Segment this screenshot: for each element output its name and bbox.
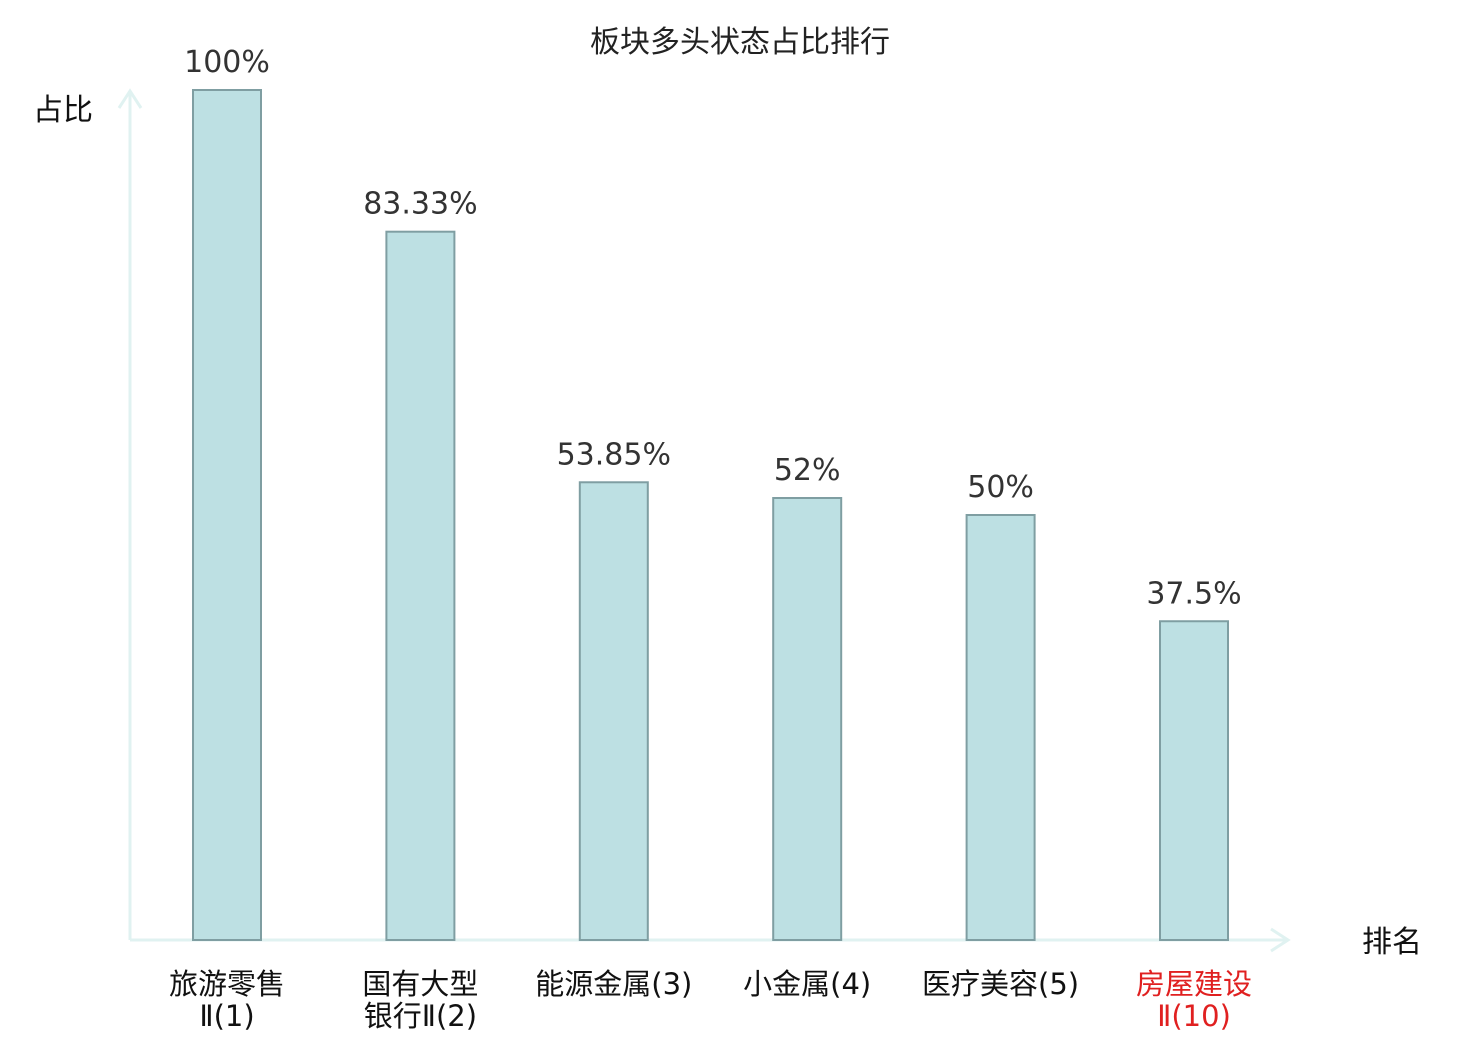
category-label: 房屋建设 xyxy=(1136,967,1252,1001)
bar xyxy=(192,89,262,941)
bar xyxy=(1159,620,1229,941)
x-axis-arrow xyxy=(1270,927,1291,953)
category-label: Ⅱ(10) xyxy=(1157,999,1231,1033)
category-label: Ⅱ(1) xyxy=(199,999,254,1033)
category-label: 医疗美容(5) xyxy=(922,967,1079,1001)
value-label: 52% xyxy=(774,453,841,488)
y-axis-arrow xyxy=(117,88,143,109)
value-label: 100% xyxy=(184,45,270,80)
bars-group xyxy=(192,89,1229,941)
category-label: 旅游零售 xyxy=(169,967,285,1001)
value-label: 83.33% xyxy=(363,187,477,222)
category-label: 能源金属(3) xyxy=(535,967,692,1001)
bar xyxy=(385,230,456,941)
category-label: 国有大型 xyxy=(362,967,478,1001)
chart-title: 板块多头状态占比排行 xyxy=(590,25,890,60)
value-labels-group: 100% 83.33% 53.85% 52% 50% 37.5% xyxy=(184,45,1242,611)
category-label: 银行Ⅱ(2) xyxy=(364,999,477,1033)
axes xyxy=(117,88,1291,953)
bar xyxy=(772,497,843,941)
value-label: 50% xyxy=(967,470,1034,505)
y-axis-label: 占比 xyxy=(33,93,93,128)
value-label: 53.85% xyxy=(557,437,671,472)
x-axis-label: 排名 xyxy=(1362,925,1422,960)
bar xyxy=(965,514,1036,941)
value-label: 37.5% xyxy=(1146,576,1241,611)
bar xyxy=(578,481,649,941)
category-label: 小金属(4) xyxy=(743,967,871,1001)
